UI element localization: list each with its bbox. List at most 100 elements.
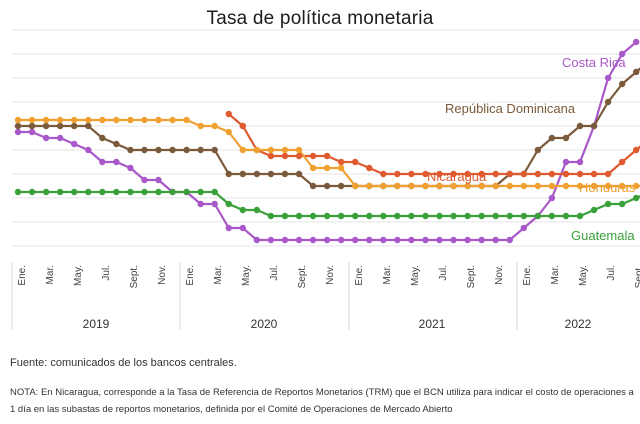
x-tick-label: Nov. [325, 265, 336, 285]
data-point [618, 80, 626, 88]
data-point [492, 170, 499, 178]
data-point [295, 236, 303, 244]
data-point [28, 128, 36, 136]
data-point [506, 170, 513, 178]
data-point [267, 146, 275, 154]
data-point [604, 200, 612, 208]
data-point [267, 170, 275, 178]
x-tick-label: Jul. [101, 265, 112, 281]
data-point [113, 116, 120, 124]
x-tick-label: May. [410, 265, 421, 286]
data-point [309, 152, 317, 160]
data-point [14, 188, 22, 196]
data-point [366, 212, 373, 220]
series-label: Nicaragua [427, 169, 487, 184]
data-point [309, 212, 317, 220]
data-point [113, 188, 120, 196]
data-point [436, 236, 443, 244]
data-point [436, 170, 443, 178]
data-point [548, 194, 556, 202]
data-point [337, 158, 345, 166]
data-point [576, 182, 584, 190]
data-point [380, 236, 387, 244]
data-point [422, 170, 429, 178]
data-point [408, 212, 415, 220]
data-point [604, 98, 612, 106]
data-point [42, 122, 50, 130]
data-point [352, 158, 359, 166]
chart: Ene. Mar. May. Jul. Sept. Nov. Ene. Mar. May. Jul… [11, 29, 640, 331]
data-point [520, 170, 527, 178]
data-point [618, 158, 626, 166]
x-tick-label: Mar. [382, 265, 393, 284]
data-point [85, 188, 92, 196]
data-point [225, 110, 232, 118]
data-point [450, 170, 457, 178]
data-point [225, 128, 232, 136]
year-label: 2019 [83, 317, 110, 331]
data-point [56, 116, 64, 124]
data-point [633, 146, 640, 154]
data-point [42, 188, 50, 196]
data-point [590, 170, 598, 178]
data-point [225, 170, 232, 178]
data-point [408, 182, 415, 190]
data-point [169, 116, 176, 124]
data-point [323, 164, 331, 172]
data-point [394, 170, 401, 178]
data-point [380, 170, 387, 178]
data-point [71, 140, 78, 148]
data-point [155, 146, 162, 154]
data-point [309, 236, 317, 244]
data-point [562, 134, 570, 142]
data-point [534, 212, 542, 220]
data-point [562, 182, 570, 190]
year-separators [11, 262, 518, 330]
data-point [295, 146, 303, 154]
data-point [169, 146, 176, 154]
data-point [337, 164, 345, 172]
series-lines [18, 41, 640, 242]
x-tick-label: Ene. [17, 265, 28, 286]
data-point [295, 152, 303, 160]
data-point [253, 236, 261, 244]
data-point [534, 182, 542, 190]
data-point [548, 170, 556, 178]
data-point [590, 182, 598, 190]
series-labels: Costa Rica República Dominicana Nicaragua H… [427, 55, 636, 243]
data-point [155, 176, 162, 184]
series-label: Guatemala [571, 228, 635, 243]
series-label: Honduras [579, 180, 636, 195]
data-point [197, 122, 204, 130]
year-label: 2022 [565, 317, 592, 331]
data-point [113, 158, 120, 166]
data-point [394, 212, 401, 220]
year-labels: 2019 2020 2021 2022 [83, 317, 592, 331]
x-tick-label: Jul. [269, 265, 280, 281]
data-point [295, 170, 303, 178]
data-point [253, 206, 261, 214]
data-point [239, 224, 246, 232]
data-point [99, 158, 106, 166]
data-point [366, 236, 373, 244]
data-point [520, 212, 527, 220]
x-tick-label: Nov. [494, 265, 505, 285]
data-point [352, 182, 359, 190]
data-point [239, 146, 246, 154]
x-tick-label: Mar. [550, 265, 561, 284]
data-point [71, 188, 78, 196]
series-label: República Dominicana [445, 101, 576, 116]
footnote: NOTA: En Nicaragua, corresponde a la Tas… [10, 387, 634, 415]
data-point [450, 212, 457, 220]
year-label: 2020 [251, 317, 278, 331]
data-point [155, 188, 162, 196]
data-point [197, 188, 204, 196]
data-point [534, 146, 542, 154]
data-point [14, 116, 22, 124]
data-point [562, 170, 570, 178]
data-point [478, 170, 485, 178]
x-tick-label: May. [241, 265, 252, 286]
data-point [113, 140, 120, 148]
data-point [281, 236, 289, 244]
data-point [464, 170, 471, 178]
